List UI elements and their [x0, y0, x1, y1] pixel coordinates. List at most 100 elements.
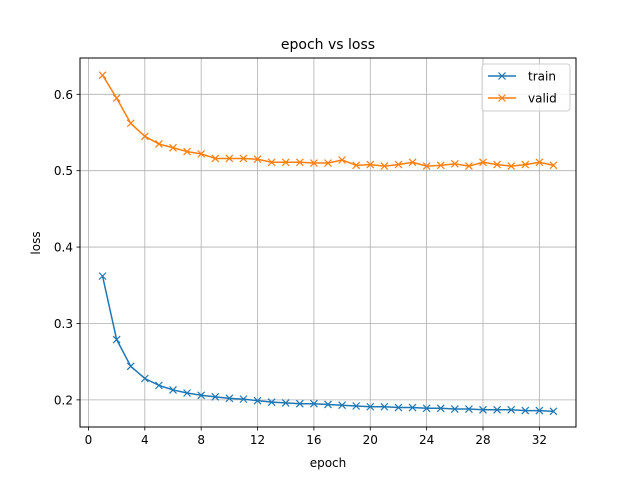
series-valid-point: [436, 161, 445, 170]
marker-stroke: [324, 159, 332, 167]
series-valid-point: [338, 156, 347, 164]
marker-stroke: [169, 143, 177, 152]
series-train-point: [464, 405, 473, 413]
series-valid: [98, 71, 558, 171]
series-train-point: [140, 374, 149, 383]
series-valid-point: [126, 119, 135, 128]
series-train: [98, 272, 558, 416]
legend-box: [481, 63, 571, 112]
series-valid-point: [169, 143, 177, 152]
marker-stroke: [352, 402, 361, 410]
plot-frame: [79, 57, 577, 428]
series-valid-point: [140, 132, 149, 141]
marker-stroke: [507, 405, 516, 414]
marker-stroke: [535, 406, 544, 415]
marker-stroke: [408, 403, 417, 412]
series-train-point: [267, 398, 276, 407]
series-train-point: [521, 406, 530, 415]
x-tick-label: 20: [363, 433, 378, 447]
marker-stroke: [154, 381, 163, 390]
marker-stroke: [281, 399, 290, 407]
legend-label: train: [528, 70, 556, 84]
marker-stroke: [338, 156, 347, 164]
marker-stroke: [436, 404, 445, 413]
series-train-point: [183, 389, 192, 397]
marker-stroke: [394, 403, 403, 412]
series-valid-point: [239, 154, 248, 163]
y-axis-ticks: 0.2 0.3 0.4 0.5 0.6: [54, 88, 80, 407]
marker-stroke: [309, 399, 318, 408]
series-valid-point: [98, 71, 107, 80]
series-valid-point: [197, 149, 206, 158]
series-valid-point: [267, 158, 276, 167]
series-layer: [98, 71, 558, 416]
marker-stroke: [140, 374, 149, 383]
series-valid-point: [225, 154, 234, 163]
marker-stroke: [479, 158, 487, 167]
marker-stroke: [225, 154, 234, 163]
series-train-point: [436, 404, 445, 413]
series-valid-point: [549, 161, 558, 170]
series-train-point: [493, 405, 502, 414]
marker-stroke: [422, 162, 431, 171]
y-tick-label: 0.6: [54, 88, 73, 102]
marker-stroke: [239, 395, 248, 404]
series-train-point: [549, 407, 558, 416]
series-valid-point: [493, 160, 502, 169]
marker-stroke: [281, 158, 290, 167]
marker-stroke: [498, 94, 506, 102]
marker-stroke: [549, 161, 558, 170]
marker-stroke: [112, 335, 121, 344]
series-train-point: [253, 396, 262, 405]
x-tick-label: 16: [306, 433, 321, 447]
series-valid-point: [366, 160, 375, 169]
y-tick-label: 0.5: [54, 164, 73, 178]
marker-stroke: [295, 158, 304, 167]
marker-stroke: [169, 386, 177, 394]
marker-stroke: [253, 396, 262, 405]
marker-stroke: [380, 402, 389, 411]
series-valid-point: [464, 162, 473, 171]
marker-stroke: [450, 405, 459, 413]
x-tick-label: 24: [419, 433, 434, 447]
series-train-point: [154, 381, 163, 390]
series-train-point: [169, 386, 177, 394]
series-train-point: [422, 404, 431, 413]
x-tick-label: 4: [141, 433, 149, 447]
marker-stroke: [380, 162, 389, 171]
legend-item-train: train: [488, 70, 556, 84]
marker-stroke: [211, 154, 220, 163]
legend-label: valid: [528, 92, 557, 106]
series-train-point: [281, 399, 290, 407]
series-train-point: [394, 403, 403, 412]
marker-stroke: [507, 162, 516, 171]
series-train-point: [112, 335, 121, 344]
series-train-point: [197, 391, 206, 400]
series-valid-point: [521, 160, 530, 169]
marker-stroke: [126, 362, 135, 371]
marker-stroke: [239, 154, 248, 163]
marker-stroke: [253, 155, 262, 164]
series-valid-point: [380, 162, 389, 171]
series-valid-point: [309, 159, 318, 167]
marker-stroke: [493, 405, 502, 414]
series-valid-point: [394, 160, 403, 169]
marker-stroke: [324, 400, 332, 409]
marker-stroke: [197, 391, 206, 400]
marker-stroke: [267, 398, 276, 407]
marker-stroke: [521, 406, 530, 415]
legend-swatch-marker: [498, 94, 506, 102]
marker-stroke: [436, 161, 445, 170]
marker-stroke: [549, 407, 558, 416]
x-axis-title: epoch: [310, 456, 347, 470]
marker-stroke: [366, 160, 375, 169]
series-valid-point: [211, 154, 220, 163]
series-valid-point: [450, 159, 459, 168]
marker-stroke: [140, 132, 149, 141]
legend-item-valid: valid: [488, 92, 557, 106]
marker-stroke: [366, 402, 375, 411]
series-valid-point: [507, 162, 516, 171]
series-train-point: [225, 394, 234, 403]
y-tick-label: 0.3: [54, 317, 73, 331]
